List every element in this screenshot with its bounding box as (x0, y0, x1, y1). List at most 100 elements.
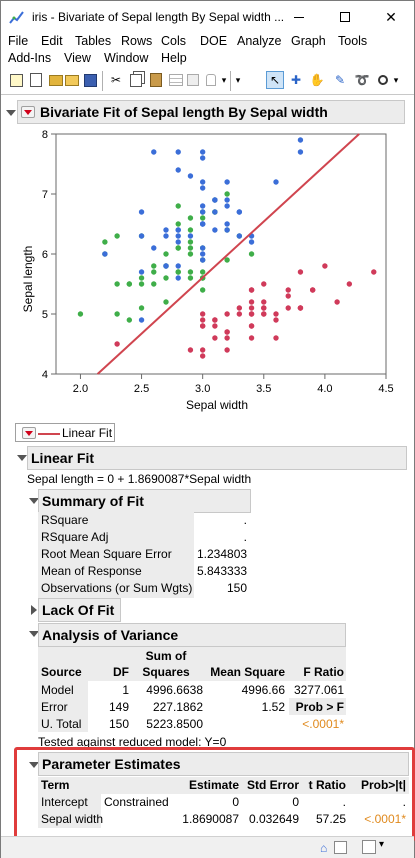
home-icon[interactable]: ⌂ (320, 841, 328, 855)
data-point[interactable] (346, 281, 353, 287)
data-point[interactable] (261, 281, 267, 287)
data-point[interactable] (126, 281, 133, 287)
data-point[interactable] (199, 311, 206, 317)
menu-cols[interactable]: Cols (161, 34, 187, 48)
lack-of-fit-disclosure-icon[interactable] (31, 605, 37, 615)
data-point[interactable] (273, 179, 279, 185)
data-point[interactable] (77, 311, 84, 317)
data-point[interactable] (151, 263, 157, 269)
menu-view[interactable]: View (64, 51, 91, 65)
bivariate-disclosure-icon[interactable] (6, 110, 16, 116)
data-point[interactable] (199, 179, 206, 185)
brush-tool-button[interactable]: ✎ (331, 71, 349, 89)
data-point[interactable] (285, 293, 291, 299)
menu-help[interactable]: Help (161, 51, 187, 65)
data-point[interactable] (163, 275, 169, 281)
data-point[interactable] (212, 317, 218, 323)
data-point[interactable] (138, 317, 145, 323)
data-point[interactable] (199, 347, 206, 353)
data-point[interactable] (199, 185, 206, 191)
data-point[interactable] (114, 311, 120, 317)
data-point[interactable] (273, 311, 279, 317)
data-point[interactable] (175, 149, 181, 155)
data-point[interactable] (261, 305, 267, 311)
data-point[interactable] (199, 323, 206, 329)
layout-icon[interactable] (362, 840, 376, 854)
bivariate-red-triangle-button[interactable] (21, 106, 35, 118)
data-point[interactable] (248, 323, 255, 329)
data-point[interactable] (175, 269, 181, 275)
lock-button[interactable] (202, 71, 220, 89)
close-button[interactable]: ✕ (368, 1, 414, 33)
data-point[interactable] (138, 209, 145, 215)
data-point[interactable] (175, 221, 181, 227)
data-point[interactable] (334, 299, 340, 305)
data-point[interactable] (248, 335, 255, 341)
data-point[interactable] (163, 299, 169, 305)
data-point[interactable] (114, 233, 120, 239)
scatterplot[interactable]: Sepal length Sepal width 4 5 6 7 8 2.0 2.5 3.0… (1, 126, 414, 416)
data-point[interactable] (175, 275, 181, 281)
menu-analyze[interactable]: Analyze (237, 34, 282, 48)
data-point[interactable] (102, 251, 108, 257)
data-point[interactable] (224, 221, 230, 227)
data-point[interactable] (151, 245, 157, 251)
data-point[interactable] (175, 263, 181, 269)
data-point[interactable] (175, 167, 181, 173)
menu-tools[interactable]: Tools (338, 34, 368, 48)
data-point[interactable] (297, 149, 304, 155)
data-point[interactable] (273, 335, 279, 341)
data-point[interactable] (322, 263, 328, 269)
new-script-button[interactable] (27, 71, 45, 89)
data-point[interactable] (114, 281, 120, 287)
menu-rows[interactable]: Rows (121, 34, 153, 48)
data-point[interactable] (224, 329, 230, 335)
data-point[interactable] (248, 305, 255, 311)
data-point[interactable] (199, 245, 206, 251)
data-point[interactable] (248, 287, 255, 293)
data-point[interactable] (285, 287, 291, 293)
data-point[interactable] (187, 233, 194, 239)
data-point[interactable] (212, 197, 218, 203)
linear-fit-disclosure-icon[interactable] (17, 455, 27, 461)
data-point[interactable] (138, 269, 145, 275)
window-list-icon[interactable] (334, 841, 347, 854)
data-point[interactable] (224, 347, 230, 353)
data-point[interactable] (248, 251, 255, 257)
data-point[interactable] (138, 275, 145, 281)
data-point[interactable] (187, 239, 194, 245)
copy-button[interactable] (127, 71, 145, 89)
data-point[interactable] (224, 335, 230, 341)
data-point[interactable] (224, 227, 230, 233)
data-point[interactable] (175, 227, 181, 233)
data-point[interactable] (236, 233, 243, 239)
menu-doe[interactable]: DOE (200, 34, 228, 48)
data-point[interactable] (248, 311, 255, 317)
summary-of-fit-disclosure-icon[interactable] (29, 498, 39, 504)
data-point[interactable] (187, 347, 194, 353)
data-point[interactable] (224, 311, 230, 317)
data-point[interactable] (187, 251, 194, 257)
data-point[interactable] (199, 251, 206, 257)
data-point[interactable] (175, 239, 181, 245)
data-point[interactable] (285, 305, 291, 311)
data-point[interactable] (175, 203, 181, 209)
data-point[interactable] (199, 221, 206, 227)
data-point[interactable] (151, 281, 157, 287)
data-point[interactable] (138, 233, 145, 239)
data-point[interactable] (187, 245, 194, 251)
data-point[interactable] (224, 257, 230, 263)
data-point[interactable] (138, 281, 145, 287)
data-point[interactable] (187, 275, 194, 281)
arrow-tool-button[interactable]: ↖ (266, 71, 284, 89)
data-point[interactable] (175, 233, 181, 239)
linear-fit-line[interactable] (96, 133, 360, 375)
data-point[interactable] (199, 257, 206, 263)
menu-graph[interactable]: Graph (291, 34, 326, 48)
data-point[interactable] (151, 149, 157, 155)
data-point[interactable] (199, 149, 206, 155)
data-point[interactable] (224, 203, 230, 209)
data-point[interactable] (187, 269, 194, 275)
data-point[interactable] (212, 227, 218, 233)
linear-fit-legend[interactable]: Linear Fit (15, 423, 115, 442)
